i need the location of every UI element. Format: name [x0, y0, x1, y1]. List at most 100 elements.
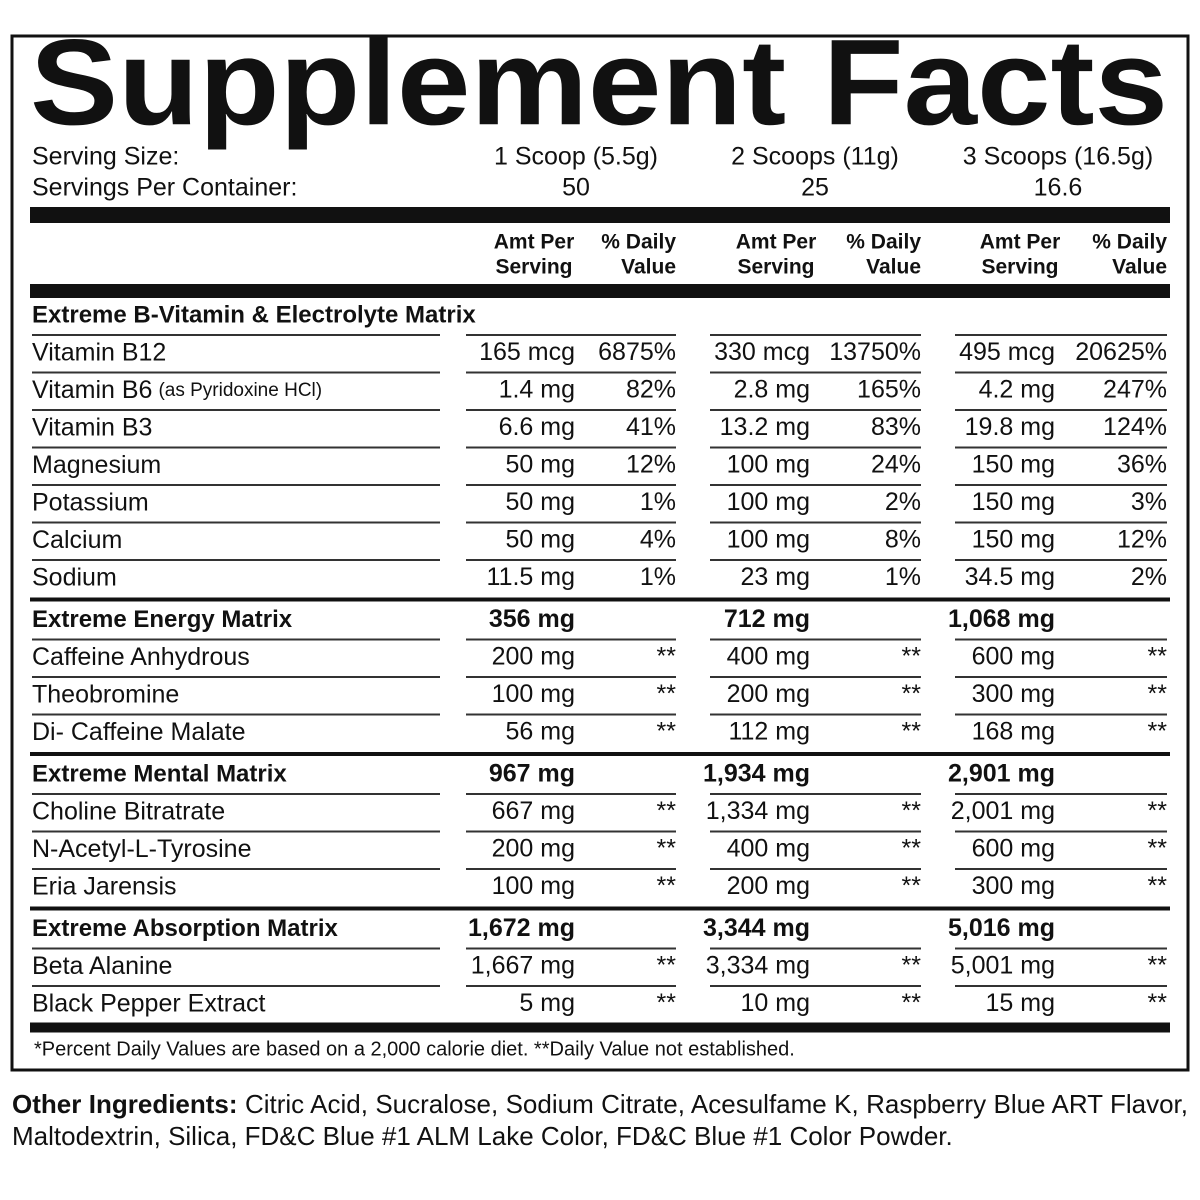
rule: [30, 207, 1170, 223]
amount: 667 mg: [492, 797, 575, 825]
daily-value: 12%: [1117, 526, 1167, 554]
column-header: Amt Per: [494, 231, 575, 254]
amount: 13.2 mg: [720, 413, 810, 441]
nutrient-name: Vitamin B3: [32, 413, 152, 441]
servings-per-container: 25: [801, 174, 829, 202]
amount: 300 mg: [972, 680, 1055, 708]
daily-value: 124%: [1103, 413, 1167, 441]
serving-size: 3 Scoops (16.5g): [963, 143, 1153, 171]
daily-value: 6875%: [598, 338, 676, 366]
column-header: Value: [1112, 256, 1167, 279]
amount: 11.5 mg: [487, 563, 575, 591]
nutrient-name-text: Di- Caffeine Malate: [32, 718, 246, 746]
rule: [30, 906, 1170, 911]
nutrient-name-text: N-Acetyl-L-Tyrosine: [32, 835, 252, 863]
amount: 300 mg: [972, 872, 1055, 900]
daily-value: 3%: [1131, 488, 1167, 516]
daily-value: **: [1148, 718, 1168, 746]
nutrient-name-text: Beta Alanine: [32, 952, 172, 980]
amount: 5,001 mg: [951, 952, 1055, 980]
section-name: Extreme Energy Matrix: [32, 606, 293, 633]
rule: [30, 597, 1170, 602]
nutrient-name: Calcium: [32, 526, 122, 554]
column-header: Value: [621, 256, 676, 279]
amount: 100 mg: [727, 526, 810, 554]
daily-value: 41%: [626, 413, 676, 441]
daily-value: **: [657, 989, 677, 1017]
daily-value: **: [657, 643, 677, 671]
column-header: % Daily: [1092, 231, 1167, 254]
nutrient-name: Di- Caffeine Malate: [32, 718, 246, 746]
daily-value: **: [1148, 952, 1168, 980]
daily-value: 13750%: [829, 338, 921, 366]
section-name: Extreme Absorption Matrix: [32, 915, 338, 942]
daily-value: 24%: [871, 451, 921, 479]
amount: 2,001 mg: [951, 797, 1055, 825]
daily-value: **: [902, 718, 922, 746]
daily-value: **: [657, 680, 677, 708]
daily-value: **: [657, 952, 677, 980]
nutrient-name: Theobromine: [32, 680, 179, 708]
nutrient-name: Potassium: [32, 488, 149, 516]
amount: 10 mg: [741, 989, 810, 1017]
section-amount: 3,344 mg: [703, 914, 810, 942]
other-ingredients: Other Ingredients: Citric Acid, Sucralos…: [12, 1088, 1188, 1152]
column-header: Serving: [495, 256, 572, 279]
daily-value: **: [902, 952, 922, 980]
daily-value: 4%: [640, 526, 676, 554]
daily-value: 2%: [1131, 563, 1167, 591]
daily-value: **: [902, 835, 922, 863]
rule: [30, 752, 1170, 756]
nutrient-name: Vitamin B6 (as Pyridoxine HCl): [32, 376, 322, 404]
daily-value: **: [902, 872, 922, 900]
serving-size: 1 Scoop (5.5g): [494, 143, 658, 171]
column-header: % Daily: [846, 231, 921, 254]
section-amount: 712 mg: [724, 605, 810, 633]
column-header: Amt Per: [736, 231, 817, 254]
amount: 1.4 mg: [499, 376, 575, 404]
nutrient-name-text: Black Pepper Extract: [32, 989, 265, 1017]
amount: 200 mg: [727, 872, 810, 900]
amount: 34.5 mg: [965, 563, 1055, 591]
column-header: Serving: [737, 256, 814, 279]
amount: 495 mcg: [959, 338, 1055, 366]
daily-value: **: [1148, 797, 1168, 825]
column-header: % Daily: [601, 231, 676, 254]
amount: 200 mg: [727, 680, 810, 708]
amount: 112 mg: [728, 718, 810, 746]
title: Supplement Facts: [30, 14, 1168, 150]
column-header: Serving: [981, 256, 1058, 279]
section-amount: 2,901 mg: [948, 760, 1055, 788]
amount: 330 mcg: [714, 338, 810, 366]
daily-value: 8%: [885, 526, 921, 554]
daily-value: 1%: [885, 563, 921, 591]
daily-value: 1%: [640, 488, 676, 516]
daily-value: **: [1148, 643, 1168, 671]
daily-value: 165%: [857, 376, 921, 404]
amount: 4.2 mg: [979, 376, 1055, 404]
nutrient-name-text: Vitamin B12: [32, 338, 166, 366]
amount: 2.8 mg: [734, 376, 810, 404]
nutrient-name: Choline Bitratrate: [32, 797, 225, 825]
nutrient-name: Vitamin B12: [32, 338, 166, 366]
section-name: Extreme Mental Matrix: [32, 760, 287, 787]
serving-size: 2 Scoops (11g): [731, 143, 899, 171]
amount: 1,667 mg: [471, 952, 575, 980]
amount: 100 mg: [492, 872, 575, 900]
amount: 100 mg: [727, 488, 810, 516]
daily-value: **: [657, 872, 677, 900]
section-amount: 1,672 mg: [468, 914, 575, 942]
nutrient-name: Magnesium: [32, 451, 161, 479]
column-header: Value: [866, 256, 921, 279]
section-amount: 356 mg: [489, 605, 575, 633]
section-amount: 1,934 mg: [703, 760, 810, 788]
amount: 100 mg: [492, 680, 575, 708]
amount: 19.8 mg: [965, 413, 1055, 441]
amount: 23 mg: [741, 563, 810, 591]
other-ingredients-label: Other Ingredients:: [12, 1089, 238, 1119]
nutrient-note: (as Pyridoxine HCl): [158, 380, 322, 401]
nutrient-name-text: Calcium: [32, 526, 122, 554]
panel-border: [10, 34, 1190, 1072]
amount: 165 mcg: [479, 338, 575, 366]
